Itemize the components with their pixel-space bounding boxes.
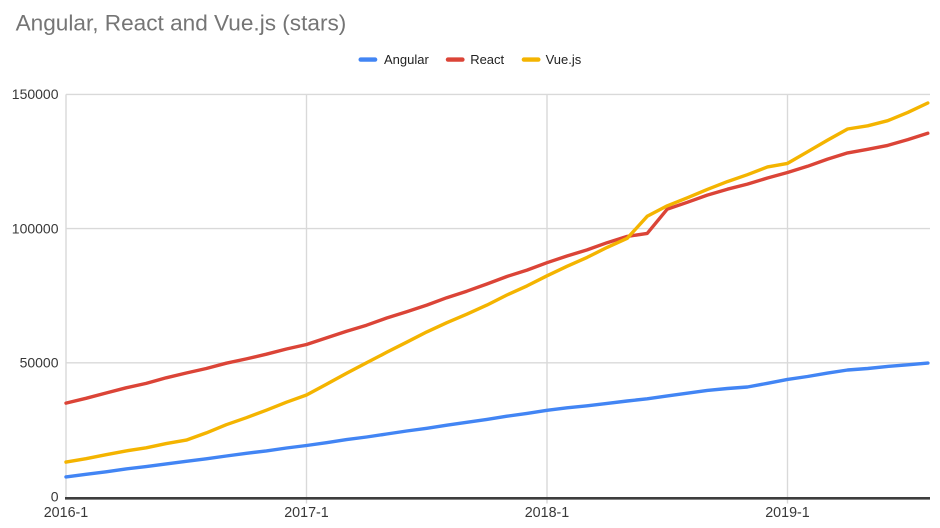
svg-text:Vue.js: Vue.js xyxy=(546,52,582,67)
svg-text:2016-1: 2016-1 xyxy=(44,505,89,521)
svg-text:React: React xyxy=(470,52,504,67)
svg-text:Angular, React and Vue.js (sta: Angular, React and Vue.js (stars) xyxy=(16,11,347,36)
svg-text:100000: 100000 xyxy=(12,220,59,236)
svg-text:2018-1: 2018-1 xyxy=(525,505,570,521)
svg-text:150000: 150000 xyxy=(12,86,59,102)
svg-text:2017-1: 2017-1 xyxy=(284,505,329,521)
svg-text:0: 0 xyxy=(51,489,59,505)
svg-text:50000: 50000 xyxy=(20,355,59,371)
svg-text:Angular: Angular xyxy=(384,52,429,67)
svg-text:2019-1: 2019-1 xyxy=(765,505,810,521)
